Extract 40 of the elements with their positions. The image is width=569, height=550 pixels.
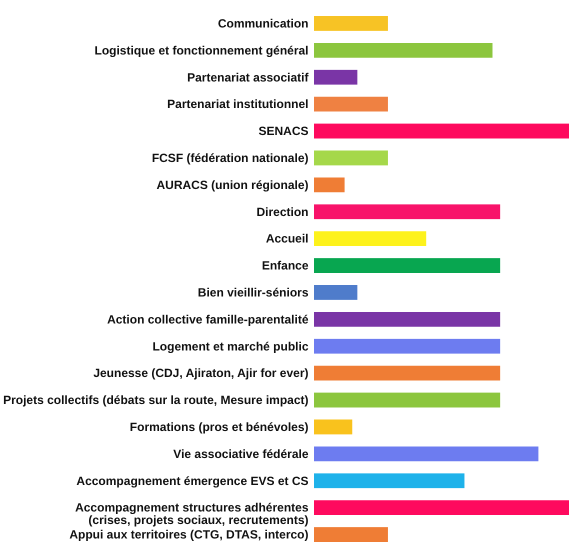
bar [314,16,388,31]
y-tick-label: Communication [218,16,308,30]
y-tick-label: FCSF (fédération nationale) [152,150,308,165]
bar [314,527,388,542]
y-tick-label: Action collective famille-parentalité [107,312,309,326]
bar [314,42,492,58]
bar [314,177,345,192]
y-tick-label: Jeunesse (CDJ, Ajiraton, Ajir for ever) [93,366,308,380]
y-tick-label: Enfance [262,258,309,273]
bar [314,392,500,408]
bar [314,500,569,516]
y-tick-label: AURACS (union régionale) [156,178,308,192]
y-tick-label: Vie associative fédérale [173,446,309,461]
bar [314,150,388,166]
y-tick-label: Accueil [266,232,308,246]
y-tick-label: SENACS [258,124,308,138]
bar [314,312,500,327]
y-tick-label: Partenariat associatif [187,70,310,84]
y-tick-label: Appui aux territoires (CTG, DTAS, interco) [69,528,308,542]
y-tick-label: Logistique et fonctionnement général [94,43,308,58]
y-tick-label: Logement et marché public [152,339,309,354]
y-tick-label: Bien vieillir-séniors [198,285,309,300]
bar [314,204,500,220]
bar [314,338,500,354]
y-tick-label: Partenariat institutionnel [167,97,308,112]
bar [314,446,538,462]
bar [314,258,500,273]
y-tick-label: Accompagnement structures adhérentes (crises, projets sociaux, recrutements) [75,500,309,528]
bar [314,473,464,488]
bar [314,420,352,434]
bar [314,231,426,246]
bar [314,366,500,381]
bar [314,124,569,138]
y-tick-label: Formations (pros et bénévoles) [130,420,308,434]
y-tick-label: Projets collectifs (débats sur la route, Mesure impact) [3,393,308,408]
bar [314,96,388,112]
y-tick-label: Accompagnement émergence EVS et CS [76,474,308,488]
bar [314,70,358,85]
bar [314,285,358,300]
y-tick-label: Direction [256,204,308,219]
